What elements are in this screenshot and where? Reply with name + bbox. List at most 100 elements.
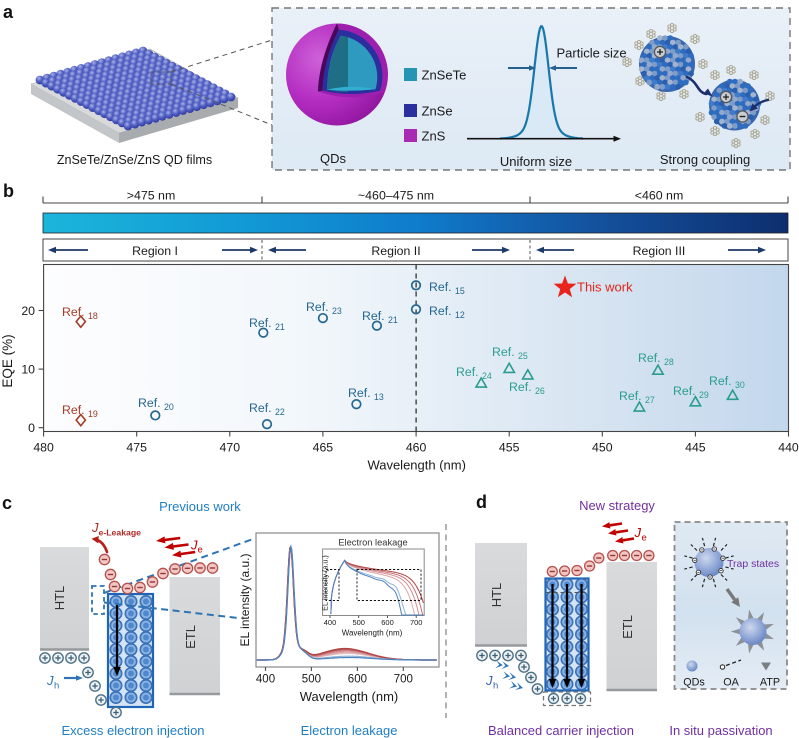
svg-text:J: J (190, 538, 198, 553)
svg-text:Ref.: Ref. (306, 300, 329, 314)
svg-text:600: 600 (348, 674, 367, 686)
svg-text:Ref.: Ref. (709, 374, 732, 388)
svg-text:21: 21 (275, 322, 285, 332)
svg-text:Excess electron injection: Excess electron injection (61, 723, 204, 738)
svg-text:Region II: Region II (371, 244, 420, 258)
svg-text:Ref.: Ref. (456, 365, 479, 379)
svg-text:23: 23 (332, 306, 342, 316)
svg-text:Region I: Region I (132, 244, 178, 258)
svg-text:EL intensity (a.u.): EL intensity (a.u.) (238, 554, 252, 647)
svg-text:ZnSeTe/ZnSe/ZnS QD films: ZnSeTe/ZnSe/ZnS QD films (57, 153, 212, 167)
svg-text:Ref.: Ref. (362, 309, 385, 323)
svg-text:QDs: QDs (320, 151, 347, 166)
svg-text:27: 27 (645, 395, 655, 405)
svg-text:e: e (642, 533, 647, 544)
svg-text:New strategy: New strategy (579, 498, 655, 513)
svg-text:15: 15 (455, 286, 465, 296)
svg-text:28: 28 (664, 357, 674, 367)
svg-text:0: 0 (28, 421, 35, 435)
svg-text:20: 20 (21, 304, 35, 318)
svg-text:b: b (3, 181, 14, 201)
svg-text:Uniform size: Uniform size (500, 154, 572, 169)
svg-text:22: 22 (275, 407, 285, 417)
svg-text:a: a (3, 2, 14, 22)
svg-text:EL intensity (a.u.): EL intensity (a.u.) (320, 555, 329, 611)
svg-text:Ref.: Ref. (62, 403, 85, 417)
svg-text:e: e (198, 545, 203, 556)
svg-text:Ref.: Ref. (249, 401, 272, 415)
svg-text:c: c (2, 493, 12, 513)
svg-text:26: 26 (535, 386, 545, 396)
svg-text:Ref.: Ref. (249, 316, 272, 330)
svg-text:ZnSeTe: ZnSeTe (422, 68, 467, 83)
svg-text:This work: This work (577, 280, 633, 295)
svg-text:700: 700 (394, 674, 413, 686)
svg-text:Electron leakage: Electron leakage (338, 538, 407, 548)
svg-text:470: 470 (220, 441, 241, 455)
svg-text:465: 465 (313, 441, 334, 455)
svg-text:460: 460 (406, 441, 427, 455)
svg-text:In situ passivation: In situ passivation (669, 723, 772, 738)
svg-text:440: 440 (778, 441, 799, 455)
svg-text:475: 475 (126, 441, 147, 455)
svg-text:Wavelength (nm): Wavelength (nm) (300, 689, 399, 704)
svg-text:455: 455 (499, 441, 520, 455)
svg-text:400: 400 (256, 674, 275, 686)
svg-text:ATP: ATP (760, 677, 780, 689)
svg-text:20: 20 (164, 402, 174, 412)
svg-text:HTL: HTL (52, 586, 67, 611)
svg-text:h: h (54, 681, 59, 692)
svg-text:J: J (634, 525, 642, 540)
svg-text:Balanced carrier injection: Balanced carrier injection (488, 723, 634, 738)
svg-text:13: 13 (374, 392, 384, 402)
svg-text:J: J (46, 673, 54, 688)
svg-text:<460 nm: <460 nm (635, 189, 684, 203)
svg-text:Strong coupling: Strong coupling (660, 152, 750, 167)
svg-text:QDs: QDs (683, 677, 705, 689)
svg-text:445: 445 (685, 441, 706, 455)
svg-text:Ref.: Ref. (509, 380, 532, 394)
svg-text:h: h (493, 681, 498, 692)
svg-text:480: 480 (33, 441, 54, 455)
svg-text:Previous work: Previous work (159, 499, 241, 514)
svg-text:Electron leakage: Electron leakage (301, 723, 398, 738)
svg-text:Ref.: Ref. (348, 386, 371, 400)
svg-text:500: 500 (302, 674, 321, 686)
svg-text:EQE (%): EQE (%) (0, 334, 15, 387)
svg-text:700: 700 (410, 618, 423, 627)
svg-text:29: 29 (699, 390, 709, 400)
svg-text:Particle size: Particle size (557, 46, 627, 61)
svg-text:d: d (476, 492, 487, 512)
svg-text:ETL: ETL (620, 615, 635, 639)
svg-text:12: 12 (455, 310, 465, 320)
svg-text:ZnS: ZnS (422, 129, 446, 144)
svg-text:Wavelength (nm): Wavelength (nm) (367, 458, 466, 473)
svg-text:J: J (91, 520, 99, 535)
svg-text:Region III: Region III (633, 244, 686, 258)
svg-text:25: 25 (518, 351, 528, 361)
svg-text:HTL: HTL (489, 583, 504, 608)
svg-text:21: 21 (388, 315, 398, 325)
svg-text:Ref.: Ref. (62, 305, 85, 319)
svg-text:Ref.: Ref. (429, 280, 452, 294)
svg-text:Trap states: Trap states (727, 558, 779, 570)
svg-text:e-Leakage: e-Leakage (99, 528, 142, 538)
svg-text:Ref.: Ref. (638, 351, 661, 365)
svg-text:19: 19 (88, 409, 98, 419)
svg-text:10: 10 (21, 362, 35, 376)
svg-text:~460–475 nm: ~460–475 nm (358, 189, 434, 203)
svg-text:Wavelength (nm): Wavelength (nm) (342, 629, 403, 638)
svg-text:Ref.: Ref. (429, 304, 452, 318)
svg-text:>475 nm: >475 nm (127, 189, 176, 203)
svg-text:ETL: ETL (183, 625, 198, 649)
svg-text:Ref.: Ref. (138, 396, 161, 410)
svg-text:450: 450 (592, 441, 613, 455)
svg-text:ZnSe: ZnSe (422, 104, 453, 119)
svg-text:400: 400 (324, 618, 337, 627)
svg-text:24: 24 (482, 371, 492, 381)
svg-text:Ref.: Ref. (673, 384, 696, 398)
svg-text:18: 18 (88, 311, 98, 321)
svg-text:Ref.: Ref. (619, 389, 642, 403)
svg-text:OA: OA (723, 677, 739, 689)
svg-text:30: 30 (735, 380, 745, 390)
